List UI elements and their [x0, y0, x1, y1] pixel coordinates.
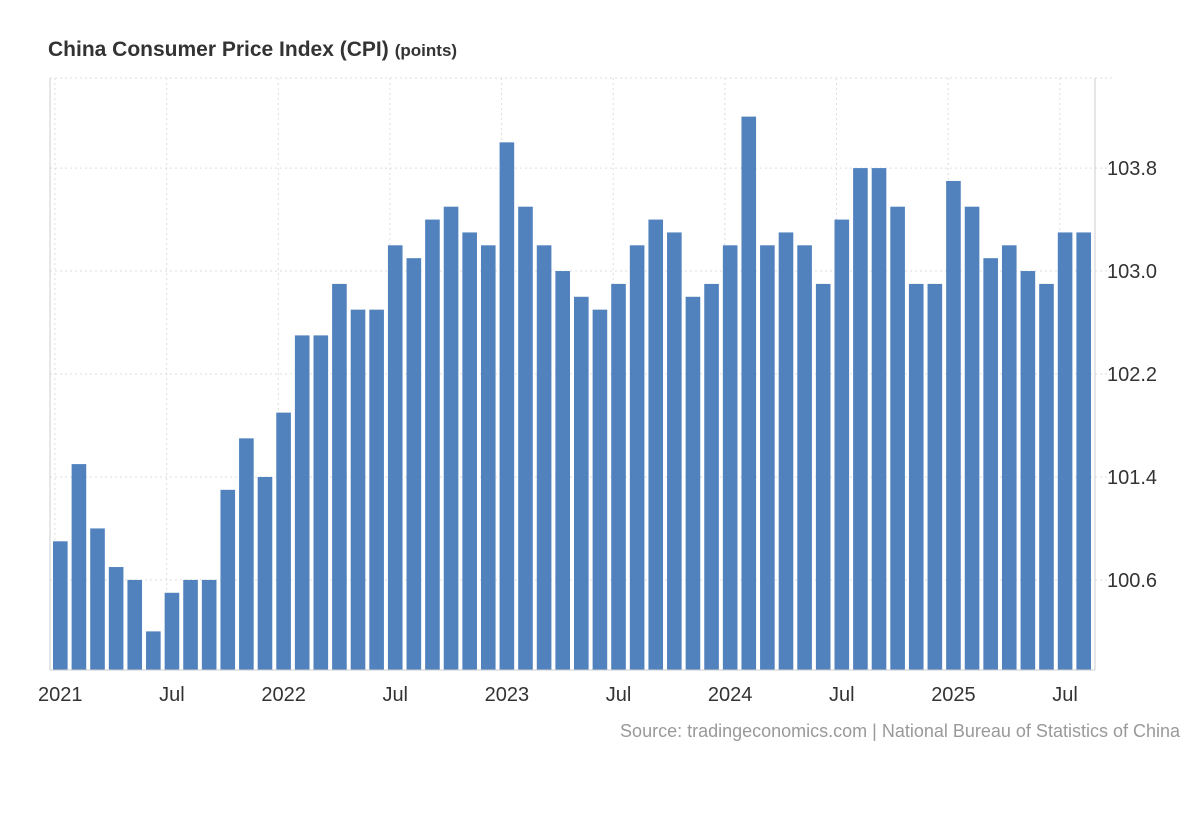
y-tick-label: 103.8 — [1107, 158, 1157, 180]
x-tick-label: Jul — [382, 684, 408, 706]
bar[interactable]: Apr 2024: 103.3 — [778, 232, 794, 670]
axes — [49, 78, 1096, 671]
y-axis-ticks: 100.6 101.4 102.2 103.0 103.8 — [1107, 158, 1157, 592]
bar[interactable]: Dec 2023: 102.9 — [704, 283, 719, 670]
bar[interactable]: Dec 2022: 103.2 — [480, 245, 496, 671]
bar[interactable]: Jan 2025: 103.7 — [946, 180, 961, 670]
bar[interactable]: Jul 2024: 103.4 — [834, 219, 850, 670]
bar[interactable]: Jul 2022: 103.2 — [387, 245, 403, 671]
bar[interactable]: Mar 2022: 102.5 — [313, 335, 329, 670]
x-tick-label: Jul — [829, 684, 855, 706]
y-tick-label: 100.6 — [1107, 570, 1157, 592]
bar[interactable]: Sep 2024: 103.8 — [871, 168, 887, 670]
bar[interactable]: Feb 2025: 103.5 — [964, 206, 980, 670]
x-tick-label: Jul — [1052, 684, 1078, 706]
bar[interactable]: Jun 2025: 102.9 — [1039, 283, 1054, 670]
bar[interactable]: Jan 2023: 104 — [499, 142, 515, 671]
bar[interactable]: Jun 2021: 100.2 — [146, 631, 161, 670]
bar[interactable]: Sep 2021: 100.6 — [201, 579, 217, 670]
bar[interactable]: Nov 2023: 102.8 — [685, 296, 701, 670]
bar[interactable]: May 2023: 102.8 — [574, 296, 589, 670]
x-tick-label: 2021 — [38, 684, 83, 706]
bar[interactable]: Feb 2021: 101.5 — [71, 464, 87, 670]
bar[interactable]: Mar 2025: 103.1 — [983, 258, 998, 670]
bar[interactable]: Apr 2023: 103 — [555, 271, 570, 670]
chart-title-text: China Consumer Price Index (CPI) — [48, 38, 389, 61]
x-tick-label: 2025 — [931, 684, 976, 706]
bar[interactable]: Jul 2021: 100.5 — [164, 592, 180, 670]
bar[interactable]: Apr 2025: 103.2 — [1001, 245, 1017, 671]
y-tick-label: 101.4 — [1107, 467, 1157, 489]
bar[interactable]: Nov 2021: 101.7 — [239, 438, 254, 670]
bar[interactable]: Jul 2023: 102.9 — [611, 283, 626, 670]
bar[interactable]: Aug 2025: 103.3 — [1076, 232, 1091, 670]
x-tick-label: Jul — [159, 684, 185, 706]
bar[interactable]: Sep 2023: 103.4 — [648, 219, 664, 670]
y-tick-label: 103.0 — [1107, 261, 1157, 283]
chart-title: China Consumer Price Index (CPI) (points) — [48, 38, 457, 62]
chart-unit: (points) — [394, 41, 458, 60]
bar[interactable]: Mar 2021: 101 — [90, 528, 105, 670]
bar[interactable]: May 2024: 103.2 — [797, 245, 812, 671]
bar[interactable]: Jan 2022: 101.9 — [276, 412, 291, 670]
bar[interactable]: Jun 2023: 102.7 — [592, 309, 608, 670]
x-tick-label: 2024 — [708, 684, 753, 706]
bar[interactable]: Jun 2022: 102.7 — [369, 309, 384, 670]
bar[interactable]: May 2021: 100.6 — [127, 579, 143, 670]
bar[interactable]: May 2022: 102.7 — [350, 309, 366, 670]
bar[interactable]: Oct 2024: 103.5 — [890, 206, 905, 670]
x-tick-label: 2022 — [261, 684, 306, 706]
y-tick-label: 102.2 — [1107, 364, 1157, 386]
bar[interactable]: Nov 2024: 102.9 — [908, 283, 924, 670]
bar[interactable]: Dec 2024: 102.9 — [927, 283, 943, 670]
bar[interactable]: Jan 2021: 100.9 — [53, 541, 68, 670]
bar[interactable]: Sep 2022: 103.4 — [425, 219, 440, 670]
bar[interactable]: Feb 2024: 104.2 — [741, 116, 757, 671]
bar[interactable]: Jan 2024: 103.2 — [722, 245, 738, 671]
bar[interactable]: Mar 2024: 103.2 — [760, 245, 775, 671]
bar[interactable]: May 2025: 103 — [1020, 271, 1036, 670]
bar[interactable]: Feb 2022: 102.5 — [294, 335, 310, 670]
bar[interactable]: Oct 2022: 103.5 — [443, 206, 459, 670]
bar[interactable]: Oct 2021: 101.3 — [220, 489, 236, 670]
bar[interactable]: Jun 2024: 102.9 — [815, 283, 831, 670]
bar[interactable]: Apr 2022: 102.9 — [332, 283, 347, 670]
bar[interactable]: Nov 2022: 103.3 — [462, 232, 477, 670]
bar[interactable]: Feb 2023: 103.5 — [518, 206, 533, 670]
bar[interactable]: Aug 2021: 100.6 — [183, 579, 198, 670]
bar[interactable]: Mar 2023: 103.2 — [536, 245, 552, 671]
x-axis-ticks: 2021 Jul 2022 Jul 2023 Jul 2024 Jul 2025 Jul — [38, 684, 1078, 706]
bar[interactable]: Apr 2021: 100.7 — [108, 567, 124, 670]
bar[interactable]: Jul 2025: 103.3 — [1057, 232, 1073, 670]
source-note: Source: tradingeconomics.com | National … — [620, 721, 1180, 741]
bar[interactable]: Oct 2023: 103.3 — [667, 232, 682, 670]
x-tick-label: 2023 — [485, 684, 530, 706]
bar-series: Jan 2021: 100.9Feb 2021: 101.5Mar 2021: … — [53, 116, 1091, 671]
bar[interactable]: Dec 2021: 101.4 — [257, 476, 273, 670]
bar[interactable]: Aug 2024: 103.8 — [853, 168, 868, 670]
x-tick-label: Jul — [606, 684, 632, 706]
bar[interactable]: Aug 2023: 103.2 — [629, 245, 645, 671]
bar[interactable]: Aug 2022: 103.1 — [406, 258, 422, 670]
